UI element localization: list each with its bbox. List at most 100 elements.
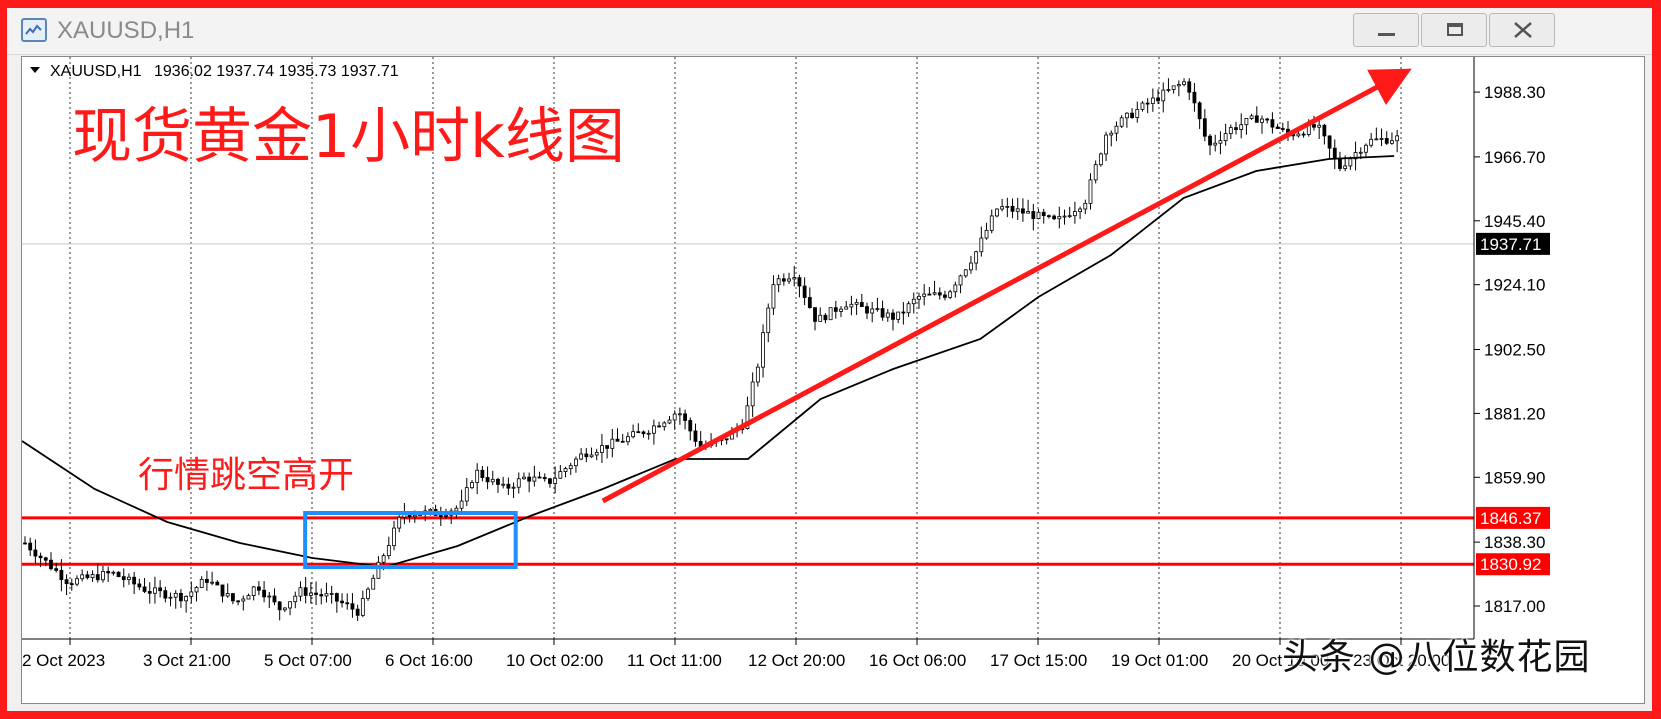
candle-body <box>1114 125 1119 134</box>
candle-body <box>173 592 178 598</box>
moving-average-line <box>22 155 1395 568</box>
x-tick-label: 11 Oct 11:00 <box>627 651 722 670</box>
candle-body <box>636 431 641 434</box>
candle-body <box>1353 152 1358 160</box>
x-tick-label: 6 Oct 16:00 <box>385 651 473 670</box>
candle-body <box>1130 112 1134 118</box>
candle-body <box>761 332 765 368</box>
candle-body <box>922 293 927 297</box>
minimize-button[interactable] <box>1353 13 1419 47</box>
candle-body <box>184 595 189 602</box>
candle-body <box>927 293 932 296</box>
candle-body <box>168 596 173 599</box>
candle-body <box>797 277 802 287</box>
candle-body <box>1021 208 1025 214</box>
candle-body <box>371 577 376 590</box>
chart-area[interactable]: 2 Oct 2023 3 Oct 21:00 5 Oct 07:00 6 Oct 16… <box>21 56 1645 704</box>
candle-body <box>38 555 43 559</box>
candle-body <box>282 607 287 611</box>
candle-body <box>917 295 921 300</box>
candle-body <box>397 516 402 529</box>
candle-body <box>1364 144 1368 153</box>
ohlc-readout: 1936.02 1937.74 1935.73 1937.71 <box>154 63 399 80</box>
candle-body <box>1338 157 1342 169</box>
candle-body <box>776 278 781 286</box>
candle-body <box>1239 124 1244 130</box>
candle-body <box>1213 142 1218 146</box>
candle-body <box>480 469 485 478</box>
candle-body <box>1208 135 1212 146</box>
maximize-button[interactable] <box>1421 13 1487 47</box>
candle-body <box>303 587 308 596</box>
candle-body <box>501 483 506 486</box>
candle-body <box>906 303 911 314</box>
close-button[interactable] <box>1489 13 1555 47</box>
current-price-tag <box>1476 232 1550 255</box>
candle-body <box>1322 124 1327 137</box>
y-tick-label: 1988.30 <box>1484 83 1545 102</box>
candle-body <box>1161 89 1166 102</box>
candle-body <box>1187 81 1192 93</box>
candle-body <box>600 445 604 453</box>
candle-body <box>127 576 131 580</box>
candle-body <box>662 422 667 428</box>
candle-body <box>1010 205 1015 212</box>
candle-body <box>688 420 693 432</box>
candle-body <box>683 413 687 421</box>
candle-body <box>236 600 240 603</box>
candle-body <box>1062 215 1067 218</box>
candle-body <box>33 549 38 557</box>
candle-body <box>293 595 298 603</box>
x-tick-label: 3 Oct 21:00 <box>143 651 231 670</box>
candle-body <box>324 593 329 597</box>
candle-body <box>911 298 916 305</box>
candle-body <box>80 574 85 580</box>
candle-body <box>428 508 433 512</box>
candle-body <box>137 583 142 588</box>
candle-body <box>1384 138 1389 144</box>
candle-body <box>875 308 880 311</box>
candle-body <box>319 594 324 597</box>
window-title: XAUUSD,H1 <box>57 17 195 44</box>
candle-body <box>262 589 266 598</box>
x-tick-label: 23 Oct 20:00 <box>1353 651 1450 670</box>
candle-body <box>870 308 875 314</box>
candle-body <box>85 574 90 579</box>
candle-body <box>995 208 999 217</box>
candle-body <box>334 593 339 602</box>
candle-body <box>376 561 381 579</box>
candle-body <box>1124 112 1129 119</box>
candle-body <box>90 574 95 579</box>
candle-body <box>932 292 937 295</box>
candle-body <box>366 588 370 599</box>
candle-body <box>340 600 344 604</box>
candle-body <box>1171 85 1176 90</box>
candle-body <box>1223 133 1228 142</box>
gap-annotation: 行情跳空高开 <box>138 455 354 496</box>
candle-body <box>1098 153 1103 166</box>
candle-body <box>1312 124 1316 128</box>
candle-body <box>205 578 209 583</box>
candle-body <box>558 471 563 479</box>
candle-body <box>641 431 646 435</box>
candle-body <box>532 476 537 482</box>
candle-body <box>288 601 292 609</box>
y-tick-label: 1817.00 <box>1484 597 1545 616</box>
candle-body <box>1104 134 1108 155</box>
candle-body <box>329 593 334 595</box>
candle-body <box>1156 97 1160 102</box>
y-tick-label: 1859.90 <box>1484 468 1545 487</box>
price-level-tag <box>1476 553 1550 576</box>
candle-body <box>1395 135 1400 142</box>
y-tick-label: 1924.10 <box>1484 276 1545 295</box>
candle-body <box>1093 164 1098 181</box>
candle-body <box>1327 135 1332 149</box>
candle-body <box>95 574 100 581</box>
dropdown-triangle-icon[interactable] <box>30 67 40 73</box>
x-tick-label: 20 Oct 10:00 <box>1232 651 1329 670</box>
price-chart[interactable]: 2 Oct 2023 3 Oct 21:00 5 Oct 07:00 6 Oct 16… <box>22 57 1644 703</box>
candle-body <box>470 482 474 489</box>
candle-body <box>1052 215 1057 220</box>
title-bar[interactable]: XAUUSD,H1 <box>7 8 1652 55</box>
candle-body <box>1067 215 1072 218</box>
